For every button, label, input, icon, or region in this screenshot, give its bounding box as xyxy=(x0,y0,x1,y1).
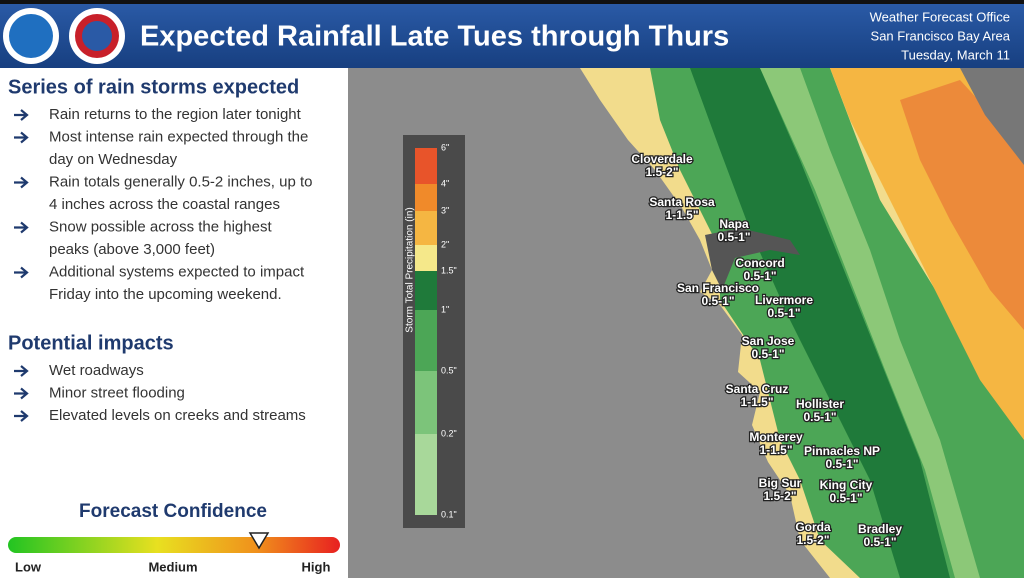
bullet-text: Most intense rain expected through the xyxy=(49,128,308,145)
bullet-arrow xyxy=(14,221,29,234)
legend-swatch xyxy=(415,434,437,515)
legend-tick: 6" xyxy=(441,142,449,152)
office-line: San Francisco Bay Area xyxy=(871,28,1011,43)
city-amount: 1-1.5" xyxy=(740,395,773,409)
bay xyxy=(705,228,800,290)
city-name: Bradley xyxy=(858,522,902,536)
legend-tick: 1" xyxy=(441,304,449,314)
city-name: Santa Cruz xyxy=(726,382,789,396)
city-name: King City xyxy=(820,478,873,492)
office-line: Tuesday, March 11 xyxy=(901,47,1010,62)
legend-swatch xyxy=(415,271,437,310)
title: Expected Rainfall Late Tues through Thur… xyxy=(140,21,729,53)
bullet-text: Friday into the upcoming weekend. xyxy=(49,286,282,303)
legend-title: Storm Total Precipitation (in) xyxy=(405,207,416,332)
legend-tick: 1.5" xyxy=(441,265,457,275)
legend-swatch xyxy=(415,245,437,271)
confidence-label: High xyxy=(302,559,331,574)
city-amount: 1.5-2" xyxy=(796,533,829,547)
bullet-text: Rain totals generally 0.5-2 inches, up t… xyxy=(49,173,313,190)
confidence-bar xyxy=(8,537,340,553)
city-name: Hollister xyxy=(796,397,844,411)
legend-tick: 0.2" xyxy=(441,428,457,438)
rain-band xyxy=(690,68,950,578)
bullet-text: Additional systems expected to impact xyxy=(49,263,305,280)
city-amount: 0.5-1" xyxy=(743,269,776,283)
city-amount: 0.5-1" xyxy=(825,457,858,471)
city-name: Livermore xyxy=(755,293,813,307)
legend-tick: 4" xyxy=(441,178,449,188)
bullet-text: Wet roadways xyxy=(49,362,144,379)
city-amount: 0.5-1" xyxy=(717,230,750,244)
bullet-text: peaks (above 3,000 feet) xyxy=(49,241,215,258)
city-name: Monterey xyxy=(749,430,803,444)
city-name: San Francisco xyxy=(677,281,759,295)
bullet-arrow xyxy=(14,365,29,377)
city-amount: 1.5-2" xyxy=(763,489,796,503)
city-name: Concord xyxy=(735,256,784,270)
confidence-marker xyxy=(248,532,270,550)
city-name: Cloverdale xyxy=(631,152,693,166)
legend-swatch xyxy=(415,310,437,371)
city-amount: 0.5-1" xyxy=(863,535,896,549)
city-amount: 0.5-1" xyxy=(701,294,734,308)
bullet-arrow xyxy=(14,176,29,189)
nws-logo-inner xyxy=(82,21,112,51)
top-strip xyxy=(0,0,1024,4)
city-amount: 0.5-1" xyxy=(751,347,784,361)
legend-tick: 2" xyxy=(441,239,449,249)
section-heading: Potential impacts xyxy=(8,332,174,354)
legend-swatch xyxy=(415,184,437,211)
confidence-title: Forecast Confidence xyxy=(79,501,267,522)
city-name: San Jose xyxy=(742,334,795,348)
legend-swatch xyxy=(415,148,437,184)
bullet-text: Rain returns to the region later tonight xyxy=(49,106,302,123)
city-amount: 0.5-1" xyxy=(829,491,862,505)
city-amount: 0.5-1" xyxy=(767,306,800,320)
office-line: Weather Forecast Office xyxy=(870,9,1010,24)
city-name: Santa Rosa xyxy=(649,195,715,209)
city-name: Napa xyxy=(719,217,749,231)
bullet-text: Elevated levels on creeks and streams xyxy=(49,407,306,424)
bullet-arrow xyxy=(14,109,29,121)
city-name: Pinnacles NP xyxy=(804,444,880,458)
rain-band xyxy=(900,80,1024,330)
map xyxy=(348,68,1024,578)
header xyxy=(0,4,1024,68)
legend-swatch xyxy=(415,371,437,434)
city-name: Big Sur xyxy=(759,476,802,490)
city-amount: 0.5-1" xyxy=(803,410,836,424)
city-amount: 1-1.5" xyxy=(665,208,698,222)
left-panel xyxy=(0,68,348,578)
city-amount: 1-1.5" xyxy=(759,443,792,457)
bullet-text: 4 inches across the coastal ranges xyxy=(49,196,280,213)
confidence-label: Low xyxy=(15,559,42,574)
legend-tick: 0.5" xyxy=(441,365,457,375)
noaa-logo-inner xyxy=(9,14,53,58)
bullet-arrow xyxy=(14,131,29,144)
confidence-label: Medium xyxy=(148,559,197,574)
bullet-arrow xyxy=(14,266,29,279)
bullet-arrow xyxy=(14,410,29,422)
legend-swatch xyxy=(415,211,437,245)
bullet-text: day on Wednesday xyxy=(49,151,178,168)
rain-band xyxy=(760,68,980,578)
bullet-text: Snow possible across the highest xyxy=(49,218,272,235)
legend-tick: 0.1" xyxy=(441,509,457,519)
legend-tick: 3" xyxy=(441,205,449,215)
section-heading: Series of rain storms expected xyxy=(8,76,299,98)
bullet-arrow xyxy=(14,387,29,400)
city-amount: 1.5-2" xyxy=(645,165,678,179)
city-name: Gorda xyxy=(795,520,831,534)
nevada xyxy=(960,68,1024,165)
bullet-text: Minor street flooding xyxy=(49,384,185,401)
